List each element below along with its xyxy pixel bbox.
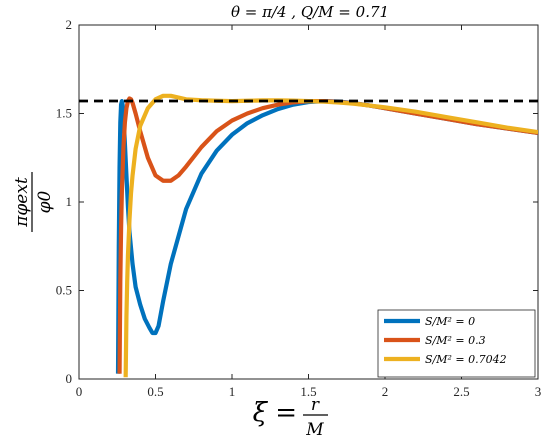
y-tick-label-2: 1 [66,194,73,209]
x-label-numerator: r [311,395,320,415]
y-label-numerator: πφext [12,177,32,228]
axis-ticks [78,24,539,380]
y-tick-label-3: 1.5 [56,106,72,121]
x-tick-label-2: 1 [229,384,236,399]
legend: S/M² = 0 S/M² = 0.3 S/M² = 0.7042 [377,309,536,378]
x-tick-label-3: 1.5 [300,384,316,399]
x-label-denominator: M [305,420,324,440]
x-tick-label-5: 2.5 [453,384,469,399]
x-tick-label-6: 3 [535,384,542,399]
x-tick-label-1: 0.5 [147,384,163,399]
x-tick-labels: 0 0.5 1 1.5 2 2.5 3 [76,384,542,399]
y-tick-label-4: 2 [66,17,73,32]
legend-label-0: S/M² = 0 [425,315,475,328]
chart-title: θ = π/4 , Q/M = 0.71 [231,3,389,21]
y-label-denominator: φ0 [35,190,55,213]
x-tick-label-0: 0 [76,384,83,399]
y-tick-labels: 0 0.5 1 1.5 2 [56,17,72,386]
x-label-main: ξ = [253,398,297,428]
y-axis-label: πφext φ0 [12,172,55,232]
y-tick-label-1: 0.5 [56,283,72,298]
legend-label-2: S/M² = 0.7042 [425,353,507,366]
x-tick-label-4: 2 [382,384,389,399]
legend-label-1: S/M² = 0.3 [425,334,486,347]
x-axis-label: ξ = r M [253,395,328,440]
y-tick-label-0: 0 [66,371,73,386]
